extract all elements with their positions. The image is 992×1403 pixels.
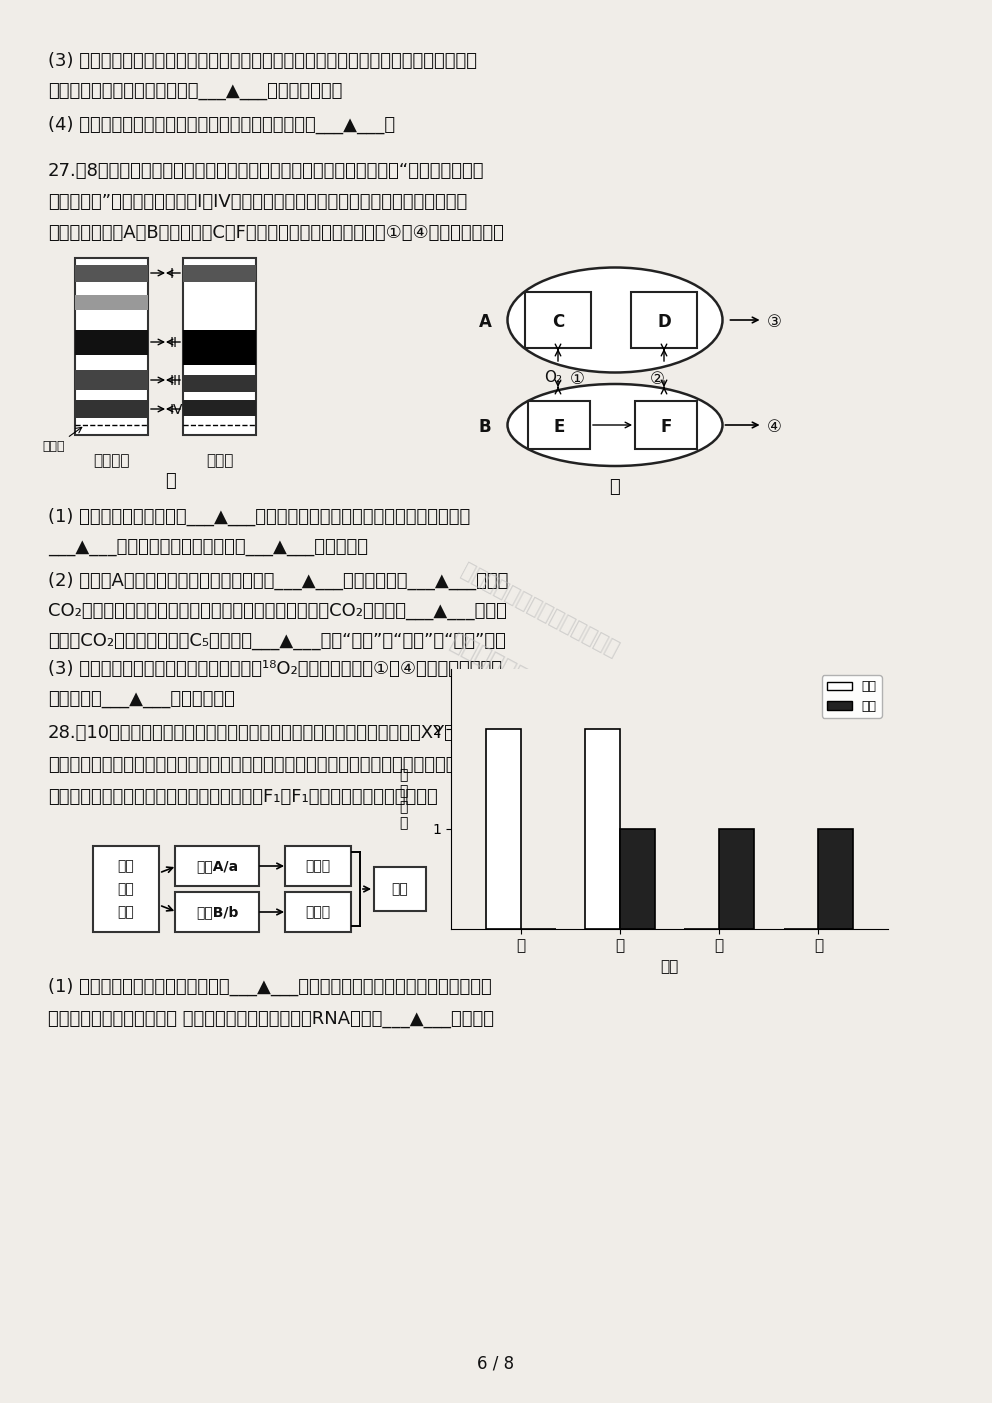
Legend: 雌性, 雄性: 雌性, 雄性 <box>821 675 882 718</box>
Text: 第一时间获取: 第一时间获取 <box>447 630 533 690</box>
Text: 红色素: 红色素 <box>306 905 330 919</box>
Bar <box>75 265 148 282</box>
Text: ___▲___，导致叶片变黄，影响了对___▲___光的吸收。: ___▲___，导致叶片变黄，影响了对___▲___光的吸收。 <box>48 537 368 556</box>
Text: 27.（8分）我国新疆地区出产的棉花不仅产量高而且品质较好。图甲是“探究强光对光合: 27.（8分）我国新疆地区出产的棉花不仅产量高而且品质较好。图甲是“探究强光对光… <box>48 161 484 180</box>
Text: (1) 提取色素前最好将叶片___▲___（填写处理方法）。据甲图推测强光照可能会: (1) 提取色素前最好将叶片___▲___（填写处理方法）。据甲图推测强光照可能… <box>48 508 470 526</box>
Bar <box>719 829 754 929</box>
Text: (4) 人工梨林生态系统较自然林生态系统脆弱的原因是___▲___。: (4) 人工梨林生态系统较自然林生态系统脆弱的原因是___▲___。 <box>48 116 395 135</box>
Text: III: III <box>170 375 182 389</box>
Bar <box>585 730 620 929</box>
FancyBboxPatch shape <box>285 892 351 932</box>
Text: 白色: 白色 <box>118 859 134 873</box>
Text: (3) 在各项条件适宜的情况下，为棉花提供¹⁸O₂，一段时间后，①～④中能检测到放射性: (3) 在各项条件适宜的情况下，为棉花提供¹⁸O₂，一段时间后，①～④中能检测到… <box>48 659 502 678</box>
Y-axis label: 相
对
数
量: 相 对 数 量 <box>400 767 408 831</box>
Text: 微信搜索「高考第一时间获取」: 微信搜索「高考第一时间获取」 <box>458 560 622 659</box>
FancyBboxPatch shape <box>631 292 697 348</box>
Text: 控制花色性状，在遗传信息 表达的过程中，转录而来的RNA产物在___▲___加工成为: 控制花色性状，在遗传信息 表达的过程中，转录而来的RNA产物在___▲___加工… <box>48 1010 494 1028</box>
Text: 蓝色素: 蓝色素 <box>306 859 330 873</box>
Text: O₂: O₂ <box>544 370 562 384</box>
Text: 果林中。施用有机肥料的优点是___▲___（答出两点）。: 果林中。施用有机肥料的优点是___▲___（答出两点）。 <box>48 81 342 100</box>
FancyBboxPatch shape <box>635 401 697 449</box>
Text: 前体: 前体 <box>118 882 134 897</box>
Text: A: A <box>478 313 491 331</box>
Bar <box>183 330 256 365</box>
Text: 然停止CO₂供应，短时间内C₅的含量将___▲___（填“升高”、“降低”或“不变”）。: 然停止CO₂供应，短时间内C₅的含量将___▲___（填“升高”、“降低”或“不… <box>48 631 506 650</box>
Text: 基因B/b: 基因B/b <box>195 905 238 919</box>
Text: D: D <box>657 313 671 331</box>
Ellipse shape <box>508 384 722 466</box>
FancyBboxPatch shape <box>93 846 159 932</box>
Text: (3) 果农常将人畜粪便等采用堆肥和汤肥等多种方式，把它们转变为有机肥料，再施用到: (3) 果农常将人畜粪便等采用堆肥和汤肥等多种方式，把它们转变为有机肥料，再施用… <box>48 52 477 70</box>
FancyBboxPatch shape <box>285 846 351 887</box>
Text: 的物质包括___▲___（填序号）。: 的物质包括___▲___（填序号）。 <box>48 690 235 709</box>
Bar <box>183 400 256 417</box>
Bar <box>486 730 521 929</box>
Text: 色素的影响”实验的结果对比，I～IV是获得的色素带，图乙是棉花某细胞的部分结构和: 色素的影响”实验的结果对比，I～IV是获得的色素带，图乙是棉花某细胞的部分结构和 <box>48 194 467 210</box>
Bar <box>75 258 148 435</box>
Text: 6 / 8: 6 / 8 <box>477 1355 515 1374</box>
Text: ③: ③ <box>767 313 782 331</box>
Text: 点样线: 点样线 <box>43 441 65 453</box>
Text: ①: ① <box>569 370 584 389</box>
Text: ②: ② <box>650 370 665 389</box>
FancyBboxPatch shape <box>528 401 590 449</box>
Text: 正常光照: 正常光照 <box>93 453 130 469</box>
Bar <box>183 375 256 391</box>
Bar <box>75 400 148 418</box>
Text: 28.（10分）大花女娄菜是一种雌雄异株的二倍体植物，其性别决定方式为XY型。其花: 28.（10分）大花女娄菜是一种雌雄异株的二倍体植物，其性别决定方式为XY型。其… <box>48 724 488 742</box>
Text: 强光照: 强光照 <box>205 453 233 469</box>
Text: 紫花: 紫花 <box>392 882 409 897</box>
Text: CO₂被还原成糖的过程。在光照充足的情况下，其所需的CO₂可来源于___▲___。若突: CO₂被还原成糖的过程。在光照充足的情况下，其所需的CO₂可来源于___▲___… <box>48 602 507 620</box>
Text: 基因A/a: 基因A/a <box>196 859 238 873</box>
Text: ④: ④ <box>767 418 782 436</box>
Text: II: II <box>170 335 178 349</box>
Text: 乙: 乙 <box>610 478 620 497</box>
Text: IV: IV <box>170 403 184 417</box>
FancyBboxPatch shape <box>374 867 426 911</box>
FancyBboxPatch shape <box>175 846 259 887</box>
Text: C: C <box>552 313 564 331</box>
Bar <box>620 829 655 929</box>
Text: I: I <box>170 267 174 281</box>
Ellipse shape <box>508 268 722 373</box>
Bar <box>75 330 148 355</box>
Bar <box>75 370 148 390</box>
Text: E: E <box>554 418 564 436</box>
Text: 甲: 甲 <box>165 471 176 490</box>
Text: 物质: 物质 <box>118 905 134 919</box>
Bar <box>818 829 853 929</box>
Bar <box>183 265 256 282</box>
Bar <box>75 295 148 310</box>
FancyBboxPatch shape <box>525 292 591 348</box>
X-axis label: 花色: 花色 <box>661 960 679 974</box>
Text: 代谢过程，其中A、B是细胞器，C～F代表对应细胞中的相关结构，①～④代表相关物质。: 代谢过程，其中A、B是细胞器，C～F代表对应细胞中的相关结构，①～④代表相关物质… <box>48 224 504 241</box>
Text: B: B <box>479 418 491 436</box>
FancyBboxPatch shape <box>175 892 259 932</box>
Text: (2) 图乙中A增大膜面积的结构产生的物质是___▲___。科学家通过___▲___来研究: (2) 图乙中A增大膜面积的结构产生的物质是___▲___。科学家通过___▲_… <box>48 572 508 591</box>
Text: F: F <box>661 418 672 436</box>
Text: (1) 两红花植株杂交亲本的基因型为___▲___，图中所示基因通过控制酶的合成，进而: (1) 两红花植株杂交亲本的基因型为___▲___，图中所示基因通过控制酶的合成… <box>48 978 492 996</box>
Text: 瓣中色素代谢过程如下图，当蓝色素与红色素同时存在时为紫花，决定两种色素合成的: 瓣中色素代谢过程如下图，当蓝色素与红色素同时存在时为紫花，决定两种色素合成的 <box>48 756 456 774</box>
Bar <box>183 258 256 435</box>
Text: 基因独立遗传。现有两红花植株亲本杂交得到F₁，F₁的表现型比例如下图所示。: 基因独立遗传。现有两红花植株亲本杂交得到F₁，F₁的表现型比例如下图所示。 <box>48 788 437 805</box>
